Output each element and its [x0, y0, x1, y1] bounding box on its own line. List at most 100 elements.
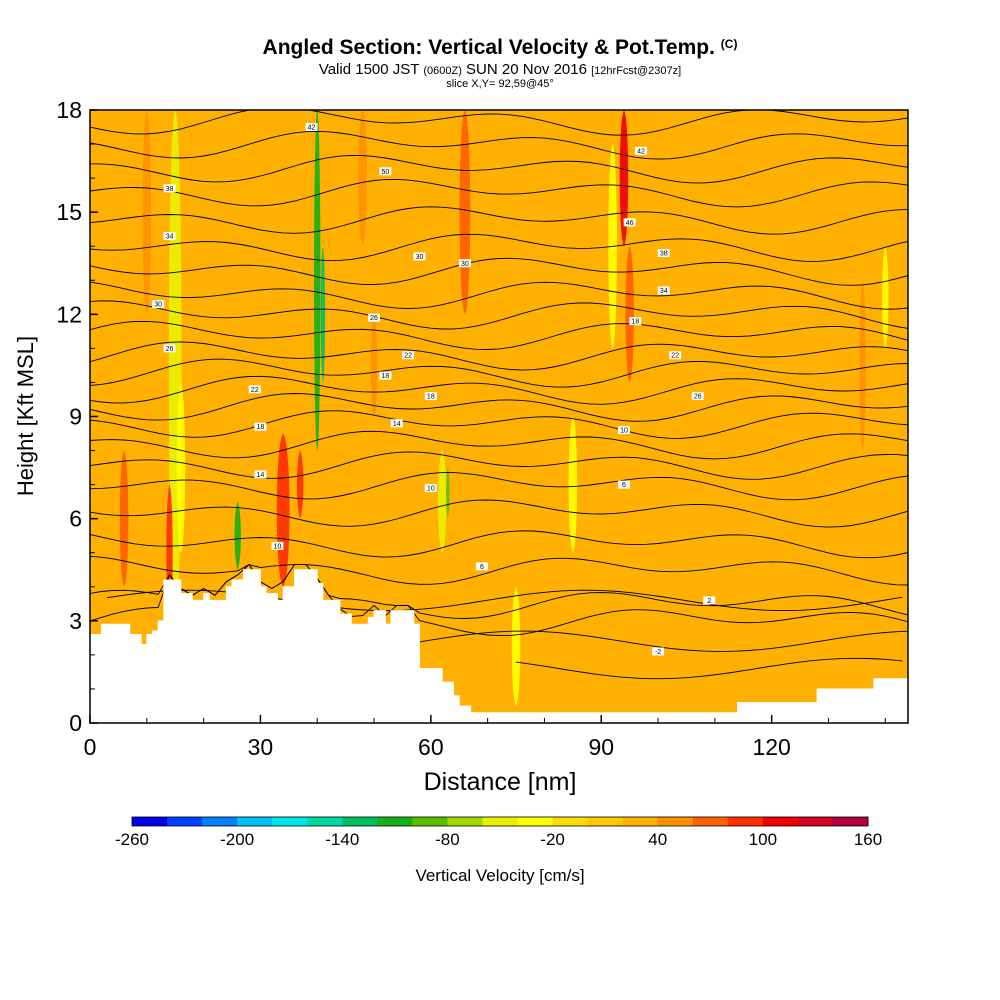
slice-label: slice X,Y= 92,59@45° [446, 78, 554, 90]
x-tick-label-3: 90 [588, 734, 614, 760]
contour-label-4: 30 [416, 254, 424, 261]
contour-label-14: 14 [393, 421, 401, 428]
contour-line-1 [90, 563, 908, 619]
colorbar-swatch-11 [517, 817, 554, 826]
x-tick-label-4: 120 [752, 734, 790, 760]
colorbar-swatch-20 [832, 817, 869, 826]
colorbar-swatch-1 [167, 817, 203, 826]
x-tick-label-0: 0 [84, 734, 97, 760]
contour-label-16: 10 [427, 486, 435, 493]
y-tick-label-0: 0 [69, 710, 82, 736]
contour-line-6 [90, 451, 908, 480]
contour-line-20 [90, 154, 908, 184]
colorbar-label: Vertical Velocity [cm/s] [415, 866, 584, 885]
contour-label-0: 42 [308, 125, 316, 132]
y-tick-label-3: 9 [69, 404, 82, 430]
contour-line-21 [90, 130, 908, 160]
velocity-feature-3 [320, 246, 326, 383]
contour-label-bg-8 [163, 344, 176, 353]
contour-label-27: 34 [660, 288, 668, 295]
velocity-feature-14 [296, 450, 304, 519]
contour-label-bg-1 [379, 167, 392, 176]
contour-label-26: 38 [660, 251, 668, 258]
colorbar-tick-1: -200 [220, 830, 254, 849]
contour-label-2: 38 [166, 186, 174, 193]
velocity-feature-6 [446, 467, 450, 519]
contour-label-7: 26 [370, 315, 378, 322]
contour-line-8 [90, 410, 908, 439]
colorbar-tick-7: 160 [854, 830, 882, 849]
colorbar-swatch-16 [692, 817, 729, 826]
contour-label-28: 2 [707, 598, 711, 605]
contour-label-8: 26 [166, 346, 174, 353]
contour-label-bg-13 [424, 392, 437, 401]
colorbar-swatch-13 [587, 817, 624, 826]
contour-label-bg-11 [379, 371, 392, 380]
x-axis-label: Distance [nm] [424, 768, 577, 796]
valid-utc: (0600Z) [423, 65, 462, 77]
colorbar-swatch-9 [447, 817, 483, 826]
velocity-feature-19 [142, 110, 152, 315]
low-contour-1 [385, 630, 908, 652]
colorbar-swatch-18 [762, 817, 799, 826]
velocity-feature-15 [459, 110, 471, 315]
contour-line-15 [90, 281, 908, 310]
contour-label-10: 22 [251, 387, 259, 394]
terrain-mask [90, 569, 908, 723]
contour-label-bg-20 [617, 426, 630, 435]
velocity-feature-1 [176, 382, 186, 553]
contour-line-16 [90, 257, 908, 286]
velocity-feature-11 [119, 450, 129, 587]
colorbar-swatch-17 [727, 817, 764, 826]
contour-label-bg-25 [623, 218, 636, 227]
contour-line-2 [90, 555, 908, 586]
contour-label-15: 14 [257, 472, 265, 479]
contour-line-10 [90, 375, 908, 405]
contour-label-12: 18 [257, 424, 265, 431]
contour-label-bg-6 [152, 300, 165, 309]
colorbar-swatch-12 [552, 817, 589, 826]
low-contour-2 [515, 657, 903, 680]
velocity-feature-5 [437, 450, 447, 553]
contour-label-24: 42 [637, 148, 645, 155]
contour-label-5: 30 [461, 261, 469, 268]
colorbar: -260 -200 -140 -80 -20 40 100 160 [115, 816, 882, 849]
contour-label-6: 30 [154, 302, 162, 309]
contour-line-3 [90, 530, 908, 559]
contour-label-3: 34 [166, 234, 174, 241]
contour-label-bg-17 [271, 541, 284, 550]
y-tick-label-5: 15 [56, 199, 82, 225]
contour-label-bg-28 [703, 596, 716, 605]
velocity-feature-9 [511, 586, 521, 706]
contour-label-bg-26 [657, 249, 670, 258]
colorbar-swatch-19 [797, 817, 834, 826]
y-tick-label-6: 18 [56, 97, 82, 123]
colorbar-swatch-7 [377, 817, 413, 826]
contour-label-bg-3 [163, 232, 176, 241]
axes: 0 30 60 90 120 0 3 6 9 12 15 18 [56, 97, 886, 760]
colorbar-swatch-8 [412, 817, 448, 826]
contour-label-bg-14 [390, 419, 403, 428]
colorbar-swatch-10 [482, 817, 519, 826]
chart-title: Angled Section: Vertical Velocity & Pot.… [262, 36, 738, 59]
colorbar-swatch-6 [342, 817, 378, 826]
velocity-feature-4 [234, 501, 241, 570]
contour-label-17: 10 [274, 543, 282, 550]
contour-label-bg-18 [475, 562, 488, 571]
colorbar-tick-2: -140 [325, 830, 359, 849]
contour-label-9: 22 [404, 353, 412, 360]
y-tick-label-2: 6 [69, 506, 82, 532]
velocity-feature-21 [370, 314, 378, 417]
colorbar-tick-5: 40 [648, 830, 667, 849]
contour-label-bg-19 [617, 480, 630, 489]
colorbar-swatch-5 [307, 817, 343, 826]
colorbar-swatch-15 [657, 817, 694, 826]
contour-label-bg-27 [657, 286, 670, 295]
contour-label-1: 50 [381, 169, 389, 176]
contour-label-bg-10 [248, 385, 261, 394]
chart-subtitle: Valid 1500 JST (0600Z) SUN 20 Nov 2016 [… [318, 61, 682, 78]
y-tick-label-1: 3 [69, 608, 82, 634]
colorbar-swatch-14 [622, 817, 659, 826]
contour-label-19: 6 [622, 482, 626, 489]
